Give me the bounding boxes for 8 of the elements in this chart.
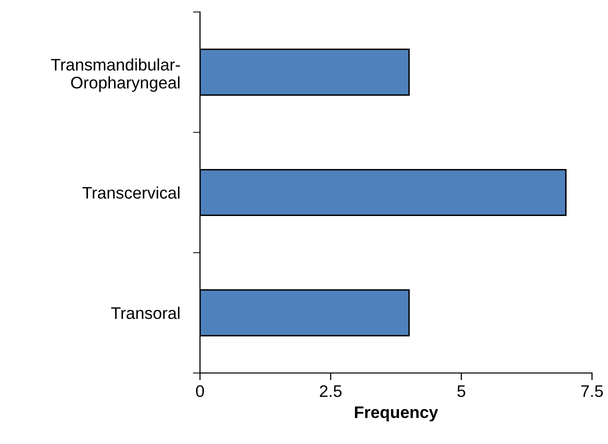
x-axis-title: Frequency	[354, 406, 438, 422]
x-tick-label: 5	[457, 385, 466, 398]
y-tick-label: Transmandibular- Oropharyngeal	[50, 58, 180, 92]
x-tick-label: 2.5	[320, 385, 342, 398]
x-tick-label: 7.5	[581, 385, 603, 398]
x-tick-label: 0	[196, 385, 204, 398]
y-tick-label: Transoral	[111, 306, 180, 320]
y-tick-label: Transcervical	[82, 186, 180, 199]
